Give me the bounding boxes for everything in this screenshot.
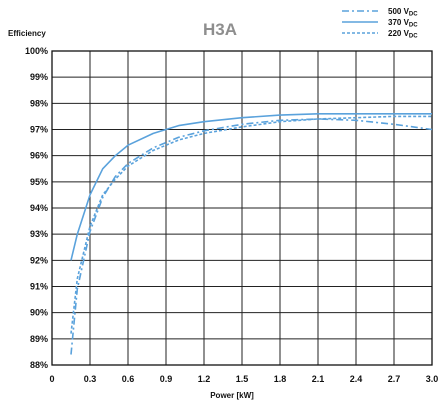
y-tick-label: 94% xyxy=(30,203,48,213)
x-tick-label: 3.0 xyxy=(426,374,439,384)
y-tick-label: 92% xyxy=(30,255,48,265)
x-tick-label: 2.4 xyxy=(350,374,363,384)
legend-label: 370 VDC xyxy=(388,18,418,29)
x-tick-label: 0 xyxy=(49,374,54,384)
y-tick-label: 88% xyxy=(30,360,48,370)
legend-label: 500 VDC xyxy=(388,7,418,18)
y-tick-label: 90% xyxy=(30,308,48,318)
chart-title: H3A xyxy=(203,20,237,39)
y-tick-label: 96% xyxy=(30,151,48,161)
y-tick-label: 95% xyxy=(30,177,48,187)
tick-labels: 0 0.3 0.6 0.9 1.2 1.5 1.8 2.1 2.4 2.7 3.0 88% 89% 90%… xyxy=(25,46,438,384)
x-axis-label: Power [kW] xyxy=(210,391,254,400)
x-tick-label: 0.9 xyxy=(160,374,173,384)
x-tick-label: 1.2 xyxy=(198,374,211,384)
y-tick-label: 89% xyxy=(30,334,48,344)
plot-frame xyxy=(51,50,433,366)
legend-label: 220 VDC xyxy=(388,29,418,40)
series-line-2 xyxy=(70,113,432,261)
y-tick-label: 99% xyxy=(30,72,48,82)
series-line-1 xyxy=(70,118,433,355)
y-tick-label: 100% xyxy=(25,46,48,56)
y-tick-label: 91% xyxy=(30,282,48,292)
grid xyxy=(51,50,433,366)
x-tick-label: 0.3 xyxy=(84,374,97,384)
x-tick-label: 1.5 xyxy=(236,374,249,384)
y-axis-label: Efficiency xyxy=(8,29,46,38)
series-lines xyxy=(70,113,433,355)
x-tick-label: 0.6 xyxy=(122,374,135,384)
series-line-3 xyxy=(70,115,432,334)
y-tick-label: 93% xyxy=(30,229,48,239)
x-tick-label: 2.7 xyxy=(388,374,401,384)
y-tick-label: 98% xyxy=(30,98,48,108)
x-tick-label: 1.8 xyxy=(274,374,287,384)
x-tick-label: 2.1 xyxy=(312,374,325,384)
y-tick-label: 97% xyxy=(30,125,48,135)
